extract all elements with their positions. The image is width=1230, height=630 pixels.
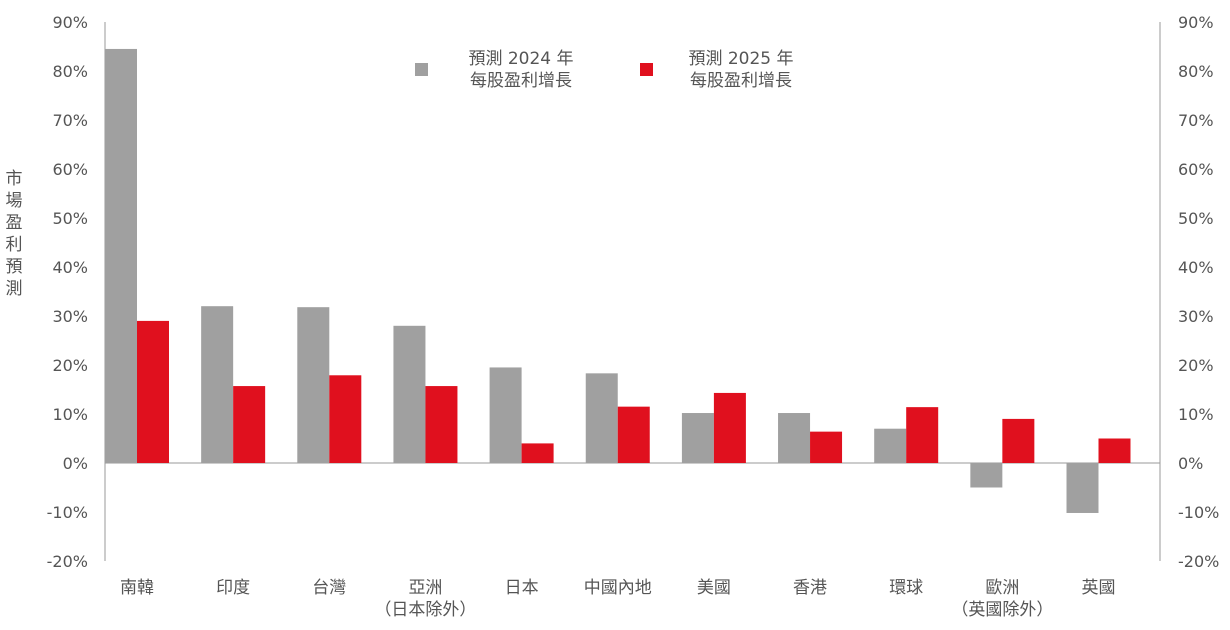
y-tick-label-right: -20% — [1178, 552, 1219, 571]
y-tick-label-left: 0% — [63, 454, 88, 473]
category-label: 美國 — [697, 578, 731, 598]
y-axis-label-char: 市 — [6, 169, 23, 189]
y-tick-label-right: 10% — [1178, 405, 1214, 424]
y-axis-label-char: 測 — [6, 279, 23, 299]
bar-2025 — [906, 407, 939, 463]
category-label: （日本除外） — [374, 600, 476, 620]
bar-2024 — [585, 373, 618, 463]
bar-2025 — [521, 443, 554, 463]
bar-2025 — [617, 406, 650, 463]
category-label: 日本 — [505, 578, 539, 598]
bar-2025 — [1002, 418, 1035, 463]
bar-2025 — [713, 392, 746, 463]
y-axis-label-char: 預 — [6, 257, 23, 277]
category-label: 歐洲 — [985, 578, 1019, 598]
category-label: 印度 — [216, 578, 250, 598]
bar-2025 — [810, 431, 843, 463]
category-label: 中國內地 — [584, 578, 652, 598]
legend-label: 預測 2025 年 — [688, 49, 793, 69]
bar-2025 — [425, 386, 458, 463]
category-label: 亞洲 — [408, 578, 442, 598]
category-label: 南韓 — [120, 578, 154, 598]
category-label: 台灣 — [312, 578, 346, 598]
category-label: 英國 — [1082, 578, 1116, 598]
y-tick-label-right: 60% — [1178, 160, 1214, 179]
bar-2025 — [1098, 438, 1131, 463]
legend-label: 每股盈利增長 — [690, 71, 792, 91]
y-tick-label-right: 0% — [1178, 454, 1203, 473]
bar-2025 — [137, 320, 169, 463]
y-tick-label-right: 20% — [1178, 356, 1214, 375]
bar-2024 — [201, 306, 234, 463]
y-tick-label-right: 70% — [1178, 111, 1214, 130]
y-tick-label-right: 40% — [1178, 258, 1214, 277]
legend-label: 預測 2024 年 — [468, 49, 573, 69]
y-tick-label-left: 20% — [52, 356, 88, 375]
y-tick-label-left: 10% — [52, 405, 88, 424]
bar-2024 — [778, 413, 811, 463]
legend-swatch-2024 — [415, 63, 428, 76]
legend-swatch-2025 — [640, 63, 653, 76]
y-tick-label-right: 30% — [1178, 307, 1214, 326]
bar-2024 — [970, 463, 1003, 488]
y-tick-label-left: 50% — [52, 209, 88, 228]
bar-2024 — [105, 48, 137, 463]
y-tick-label-right: 80% — [1178, 62, 1214, 81]
y-tick-label-right: -10% — [1178, 503, 1219, 522]
y-tick-label-right: 50% — [1178, 209, 1214, 228]
bar-2024 — [393, 325, 426, 463]
bar-2024 — [489, 367, 522, 463]
y-tick-label-left: 80% — [52, 62, 88, 81]
y-tick-label-left: -10% — [47, 503, 88, 522]
bar-2025 — [329, 375, 362, 463]
y-tick-label-right: 90% — [1178, 13, 1214, 32]
y-tick-label-left: 70% — [52, 111, 88, 130]
category-label: （英國除外） — [951, 600, 1053, 620]
y-tick-label-left: 40% — [52, 258, 88, 277]
y-axis-label-char: 盈 — [6, 213, 23, 233]
y-axis-label-char: 場 — [6, 191, 23, 211]
y-tick-label-left: -20% — [47, 552, 88, 571]
category-label: 香港 — [793, 578, 827, 598]
legend-label: 每股盈利增長 — [470, 71, 572, 91]
y-tick-label-left: 90% — [52, 13, 88, 32]
bar-2024 — [1066, 463, 1099, 513]
category-label: 環球 — [889, 578, 923, 598]
y-tick-label-left: 60% — [52, 160, 88, 179]
bar-2024 — [874, 428, 907, 463]
bar-2024 — [681, 413, 714, 463]
bar-2024 — [297, 307, 330, 463]
bar-2025 — [233, 386, 266, 463]
y-axis-label-char: 利 — [6, 235, 23, 255]
y-tick-label-left: 30% — [52, 307, 88, 326]
